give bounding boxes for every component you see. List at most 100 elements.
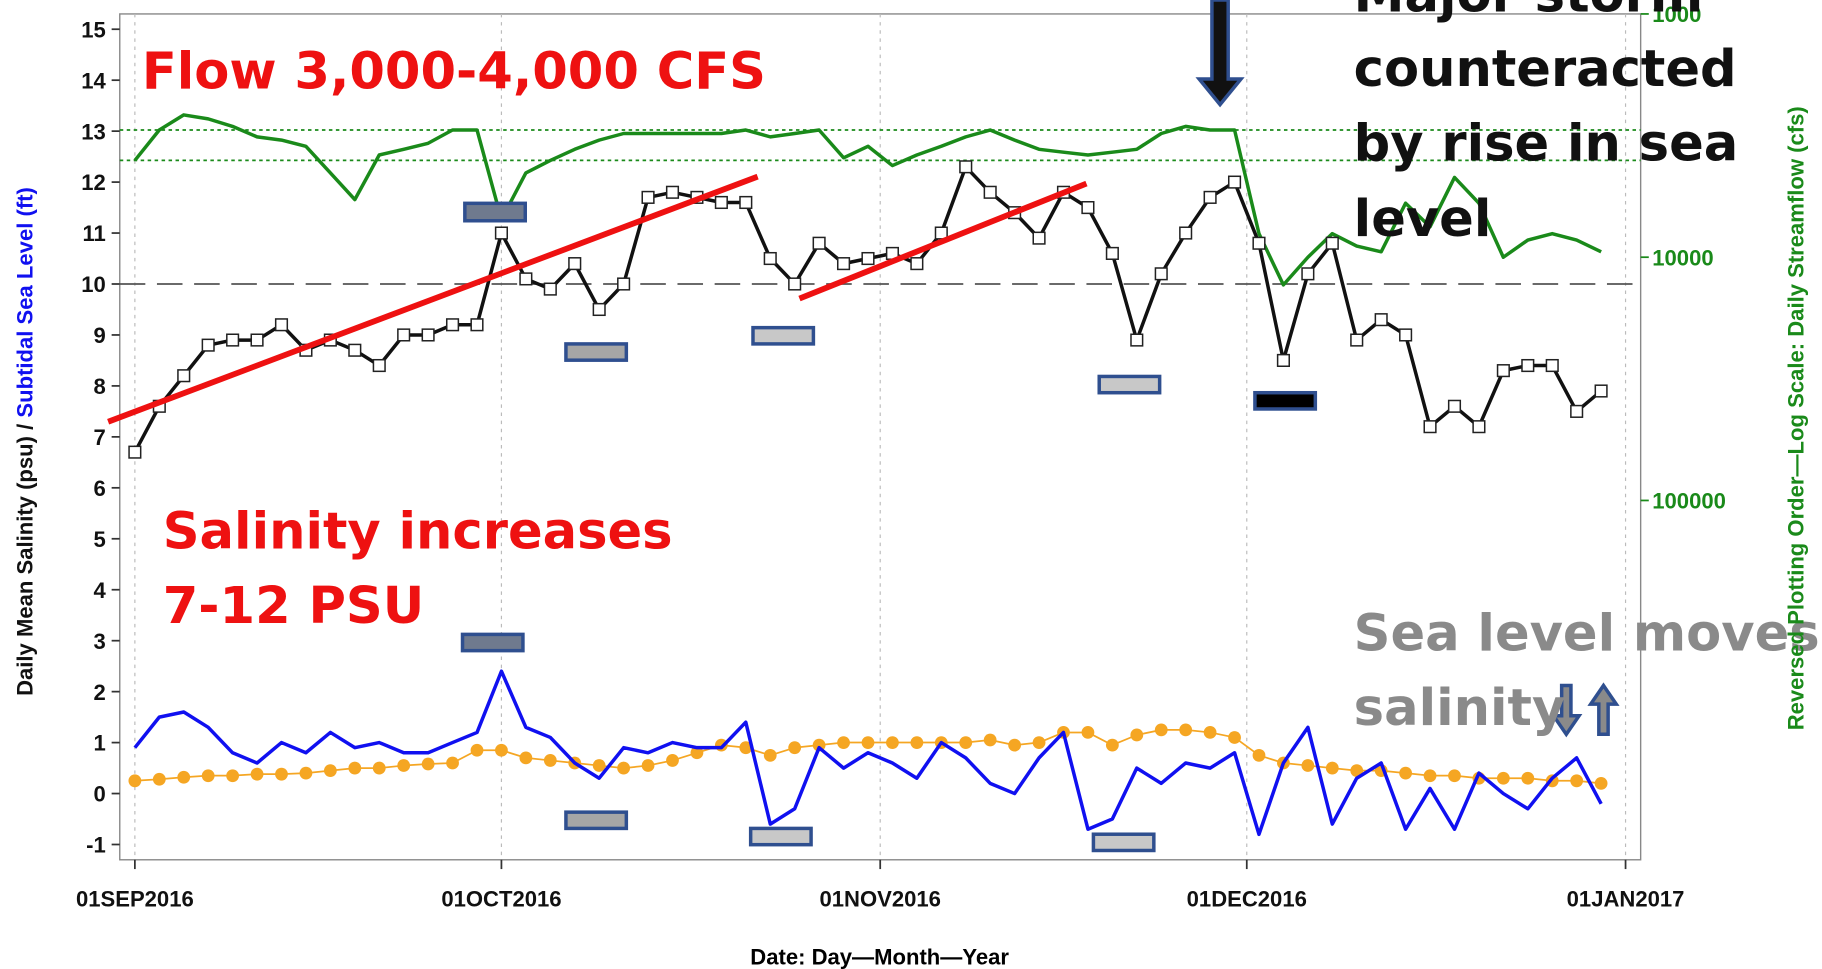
y-tick-label: 10: [81, 272, 106, 297]
point: [421, 328, 435, 342]
point: [1179, 226, 1193, 240]
point: [959, 160, 973, 174]
point: [1081, 726, 1095, 739]
point: [1423, 420, 1437, 434]
trend-line: [107, 173, 759, 425]
up-arrow: [1587, 682, 1620, 737]
point: [983, 733, 997, 747]
y-axis-label-part: Subtidal Sea Level (ft): [13, 187, 38, 417]
y2-axis-label: Reversed Plotting Order—Log Scale: Daily…: [1783, 106, 1808, 730]
y-tick-label: 3: [94, 629, 106, 654]
point: [812, 236, 826, 250]
marker-box: [1097, 374, 1162, 395]
point: [1081, 201, 1095, 215]
point: [1105, 246, 1119, 260]
marker-box: [1091, 832, 1156, 853]
point: [788, 277, 802, 291]
point: [348, 343, 362, 357]
point: [1276, 353, 1290, 367]
point: [1399, 328, 1413, 342]
point: [1130, 333, 1144, 347]
point: [201, 338, 215, 352]
annotation: Major storm: [1354, 0, 1703, 25]
point: [641, 190, 655, 204]
x-tick-label: 01SEP2016: [76, 886, 194, 911]
point: [1203, 726, 1217, 739]
marker-box: [564, 342, 629, 362]
point: [250, 767, 264, 781]
point: [128, 774, 142, 788]
point: [445, 318, 460, 332]
y-axis-label-part: Daily Mean Salinity (psu) /: [13, 424, 38, 696]
y-tick-label: 2: [94, 680, 106, 705]
annotation: counteracted: [1354, 40, 1737, 99]
y-tick-label: 4: [94, 578, 107, 603]
annotation: by rise in sea: [1354, 114, 1739, 173]
point: [250, 333, 264, 347]
point: [1032, 231, 1046, 245]
annotation-shapes: [107, 0, 1620, 853]
x-tick-label: 01JAN2017: [1567, 886, 1685, 911]
point: [714, 195, 728, 210]
point: [861, 736, 875, 749]
annotation: Flow 3,000-4,000 CFS: [142, 42, 766, 101]
point: [763, 748, 777, 762]
point: [495, 743, 508, 757]
point: [1032, 736, 1046, 749]
point: [592, 759, 606, 772]
marker-box: [460, 632, 525, 653]
point: [494, 226, 508, 240]
annotation: level: [1354, 190, 1492, 249]
point: [1447, 399, 1462, 413]
marks: [128, 113, 1608, 837]
down-arrow: [1195, 0, 1245, 108]
point: [152, 772, 166, 786]
y-tick-label: 1: [94, 731, 106, 756]
point: [910, 257, 924, 271]
point: [1301, 267, 1315, 281]
point: [1374, 313, 1388, 327]
point: [1594, 776, 1608, 790]
point: [983, 185, 997, 199]
point: [1203, 190, 1217, 204]
point: [1008, 738, 1022, 752]
point: [274, 318, 289, 332]
annotation: salinity: [1354, 679, 1566, 738]
point: [1521, 358, 1535, 373]
point: [421, 757, 435, 771]
point: [1496, 771, 1510, 785]
marker-box: [564, 810, 629, 831]
point: [641, 759, 655, 772]
y-tick-label: -1: [86, 833, 106, 858]
y-tick-label: 5: [94, 527, 106, 552]
point: [348, 761, 362, 775]
point: [592, 302, 606, 317]
point: [886, 736, 899, 749]
point: [1325, 236, 1339, 250]
point: [690, 746, 704, 760]
y-tick-label: 6: [94, 476, 106, 501]
point: [1301, 759, 1315, 772]
point: [837, 736, 850, 749]
point: [1350, 764, 1364, 778]
y-tick-label: 9: [94, 323, 106, 348]
y-tick-label: 7: [94, 425, 106, 450]
grid: -101234567891011121314151000100001000000…: [76, 2, 1726, 911]
y-tick-label: 12: [81, 170, 106, 195]
point: [397, 759, 411, 772]
point: [1154, 267, 1168, 281]
point: [665, 185, 680, 199]
marker-box: [1253, 390, 1318, 411]
point: [617, 277, 631, 291]
y-tick-label: 11: [82, 221, 105, 246]
point: [1154, 723, 1168, 737]
point: [519, 272, 533, 286]
y-tick-label: 14: [81, 68, 106, 93]
point: [543, 754, 557, 767]
point: [1252, 236, 1266, 250]
x-axis-label: Date: Day—Month—Year: [750, 944, 1009, 969]
y2-tick-label: 10000: [1652, 245, 1713, 270]
point: [1228, 731, 1241, 744]
point: [470, 318, 484, 332]
